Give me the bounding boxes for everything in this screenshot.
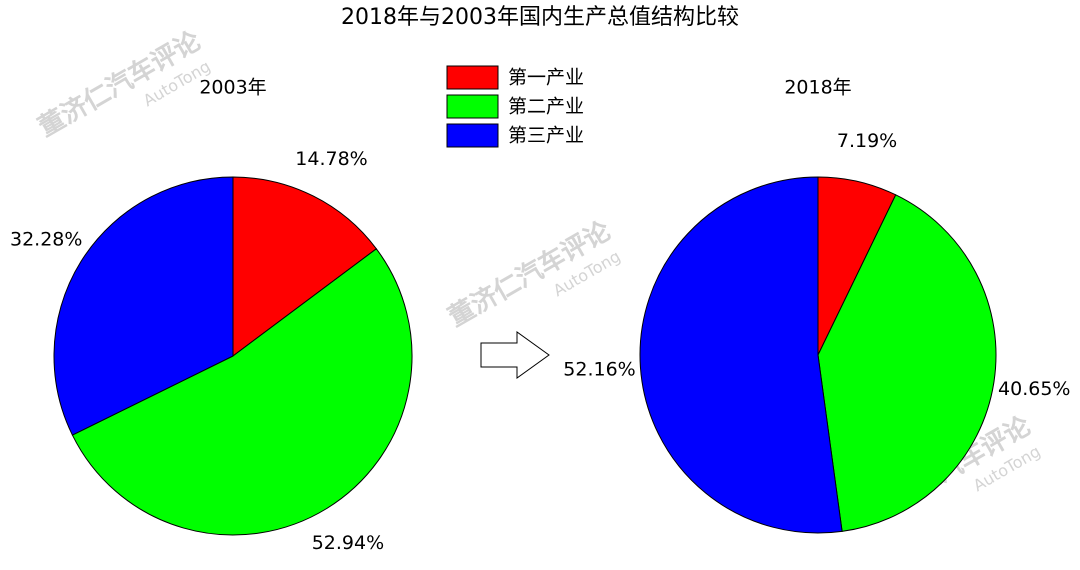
data-label: 52.16% [563, 358, 635, 380]
pie-slice [232, 176, 378, 357]
legend-swatch [446, 94, 499, 119]
data-label: 52.94% [312, 532, 384, 554]
pie-slice [639, 176, 843, 534]
pie-slice [71, 248, 413, 536]
legend-swatch [446, 65, 499, 90]
watermark: 董济仁汽车评论 AutoTong [33, 25, 214, 143]
data-label: 7.19% [837, 130, 897, 152]
pie-slice [817, 194, 997, 532]
arrow [480, 331, 550, 379]
watermark: 董济仁汽车评论 AutoTong [443, 215, 624, 333]
chart-title: 2018年与2003年国内生产总值结构比较 [341, 5, 739, 30]
legend-label: 第一产业 [508, 67, 584, 89]
legend-label: 第二产业 [508, 96, 584, 118]
data-label: 40.65% [998, 378, 1070, 400]
pie-slice [53, 176, 234, 436]
pie-title: 2003年 [199, 77, 266, 99]
legend-label: 第三产业 [508, 125, 584, 147]
data-label: 14.78% [295, 148, 367, 170]
data-label: 32.28% [10, 228, 82, 250]
legend-swatch [446, 123, 499, 148]
pie-title: 2018年 [784, 77, 851, 99]
